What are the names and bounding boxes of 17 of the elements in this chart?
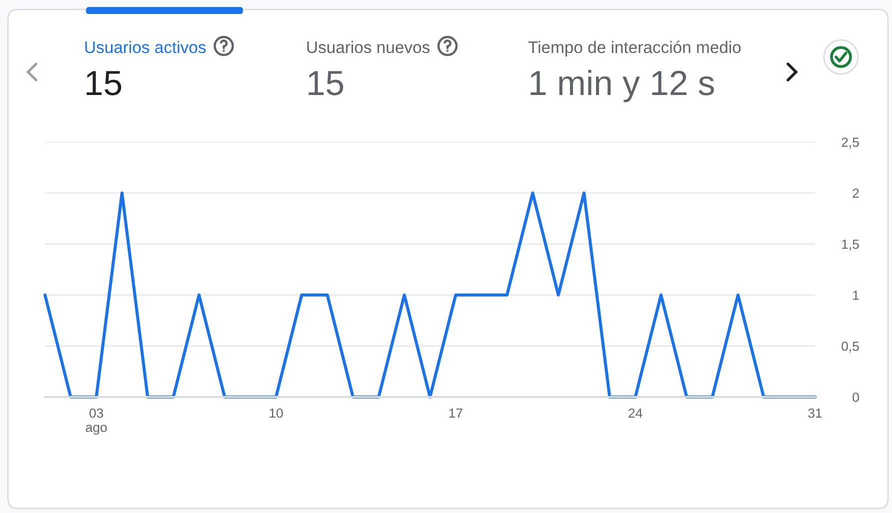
y-tick-label: 0 <box>852 392 859 402</box>
x-tick-label: 24 <box>628 408 642 418</box>
y-tick-label: 1,5 <box>842 240 859 250</box>
text: 1 min y 12 s <box>530 70 714 102</box>
y-tick-label: 2 <box>852 188 859 198</box>
y-tick-label: 0,5 <box>842 342 859 352</box>
text: 15 <box>308 71 344 96</box>
text: Usuarios activos <box>85 40 206 54</box>
y-tick-label: 2,5 <box>842 138 859 148</box>
x-tick-label: 31 <box>808 408 822 418</box>
text: Usuarios nuevos <box>307 40 430 54</box>
text: Tiempo de interacción medio <box>528 40 741 56</box>
y-tick-label: 1 <box>853 290 859 300</box>
text: 15 <box>86 71 122 96</box>
x-tick-label: 03 ago <box>86 408 107 435</box>
x-tick-label: 10 <box>270 408 283 418</box>
x-tick-label: 17 <box>449 408 462 418</box>
